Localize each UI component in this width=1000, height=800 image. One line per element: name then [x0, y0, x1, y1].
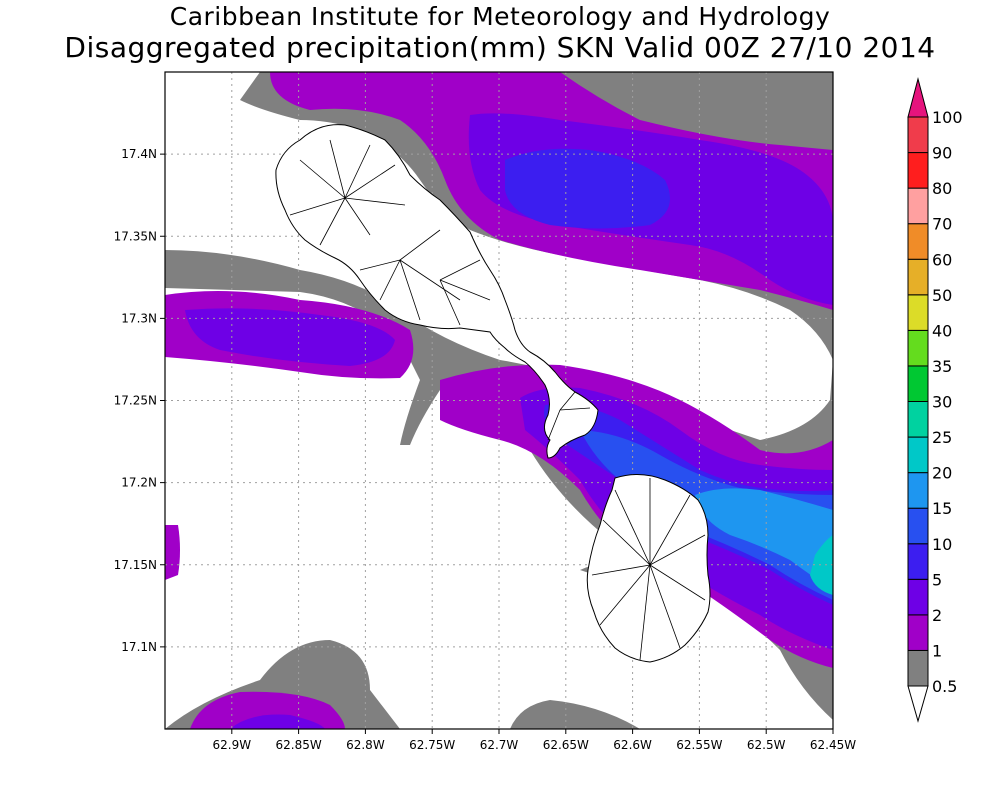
- colorbar-low-arrow: [907, 685, 929, 723]
- colorbar-label: 100: [932, 108, 963, 127]
- colorbar-label: 5: [932, 570, 942, 589]
- lat-tick-label: 17.1N: [121, 640, 157, 654]
- colorbar-label: 80: [932, 179, 952, 198]
- colorbar-label: 20: [932, 464, 952, 483]
- title-block: Caribbean Institute for Meteorology and …: [0, 2, 1000, 64]
- colorbar-label: 70: [932, 215, 952, 234]
- longitude-axis: 62.9W 62.85W 62.8W 62.75W 62.7W 62.65W 62.6W 62…: [213, 729, 856, 752]
- colorbar-label: 50: [932, 286, 952, 305]
- island-drainage-lines: [289, 139, 706, 661]
- colorbar-swatch: [907, 258, 929, 296]
- lat-tick-label: 17.25N: [114, 394, 157, 408]
- colorbar-swatch: [907, 152, 929, 189]
- colorbar-swatch: [907, 649, 929, 687]
- colorbar-swatch: [907, 187, 929, 225]
- colorbar-high-arrow: [907, 77, 929, 118]
- colorbar-label: 15: [932, 499, 952, 518]
- colorbar-label: 2: [932, 606, 942, 625]
- lon-tick-label: 62.5W: [747, 738, 786, 752]
- colorbar-swatch: [907, 472, 929, 509]
- lon-tick-label: 62.75W: [409, 738, 455, 752]
- colorbar-label: 10: [932, 535, 952, 554]
- colorbar-label: 1: [932, 641, 942, 660]
- lon-tick-label: 62.9W: [213, 738, 252, 752]
- colorbar-swatch: [907, 401, 929, 438]
- lat-tick-label: 17.35N: [114, 229, 157, 243]
- colorbar-swatch: [907, 223, 929, 260]
- title-line-2: Disaggregated precipitation(mm) SKN Vali…: [64, 31, 936, 64]
- colorbar-swatch: [907, 436, 929, 474]
- colorbar-label: 0.5: [932, 677, 957, 696]
- lon-tick-label: 62.55W: [676, 738, 722, 752]
- colorbar-swatch: [907, 543, 929, 580]
- title-line-1: Caribbean Institute for Meteorology and …: [169, 2, 831, 31]
- colorbar-swatch: [907, 329, 929, 367]
- lon-tick-label: 62.65W: [543, 738, 589, 752]
- lon-tick-label: 62.45W: [810, 738, 856, 752]
- island-outlines: [275, 124, 711, 663]
- colorbar-label: 35: [932, 357, 952, 376]
- lat-tick-label: 17.3N: [121, 311, 157, 325]
- colorbar-label: 25: [932, 428, 952, 447]
- colorbar-label: 30: [932, 393, 952, 412]
- lon-tick-label: 62.6W: [613, 738, 652, 752]
- colorbar-swatch: [907, 507, 929, 545]
- colorbar-label: 40: [932, 321, 952, 340]
- contour-band-20: [810, 535, 833, 595]
- lon-tick-label: 62.85W: [275, 738, 321, 752]
- colorbar-swatch: [907, 294, 929, 331]
- colorbar-label: 60: [932, 250, 952, 269]
- latitude-axis: 17.4N 17.35N 17.3N 17.25N 17.2N 17.15N 17.1N: [114, 147, 165, 654]
- lat-tick-label: 17.15N: [114, 558, 157, 572]
- colorbar-swatch: [907, 116, 929, 154]
- lat-tick-label: 17.4N: [121, 147, 157, 161]
- colorbar-swatch: [907, 365, 929, 402]
- island-nevis: [586, 474, 711, 663]
- lat-tick-label: 17.2N: [121, 476, 157, 490]
- lon-tick-label: 62.7W: [480, 738, 519, 752]
- island-st-kitts: [275, 124, 599, 459]
- colorbar-swatch: [907, 614, 929, 651]
- colorbar-swatch: [907, 578, 929, 616]
- colorbar-label: 90: [932, 144, 952, 163]
- lon-tick-label: 62.8W: [346, 738, 385, 752]
- contour-band-15: [695, 488, 833, 590]
